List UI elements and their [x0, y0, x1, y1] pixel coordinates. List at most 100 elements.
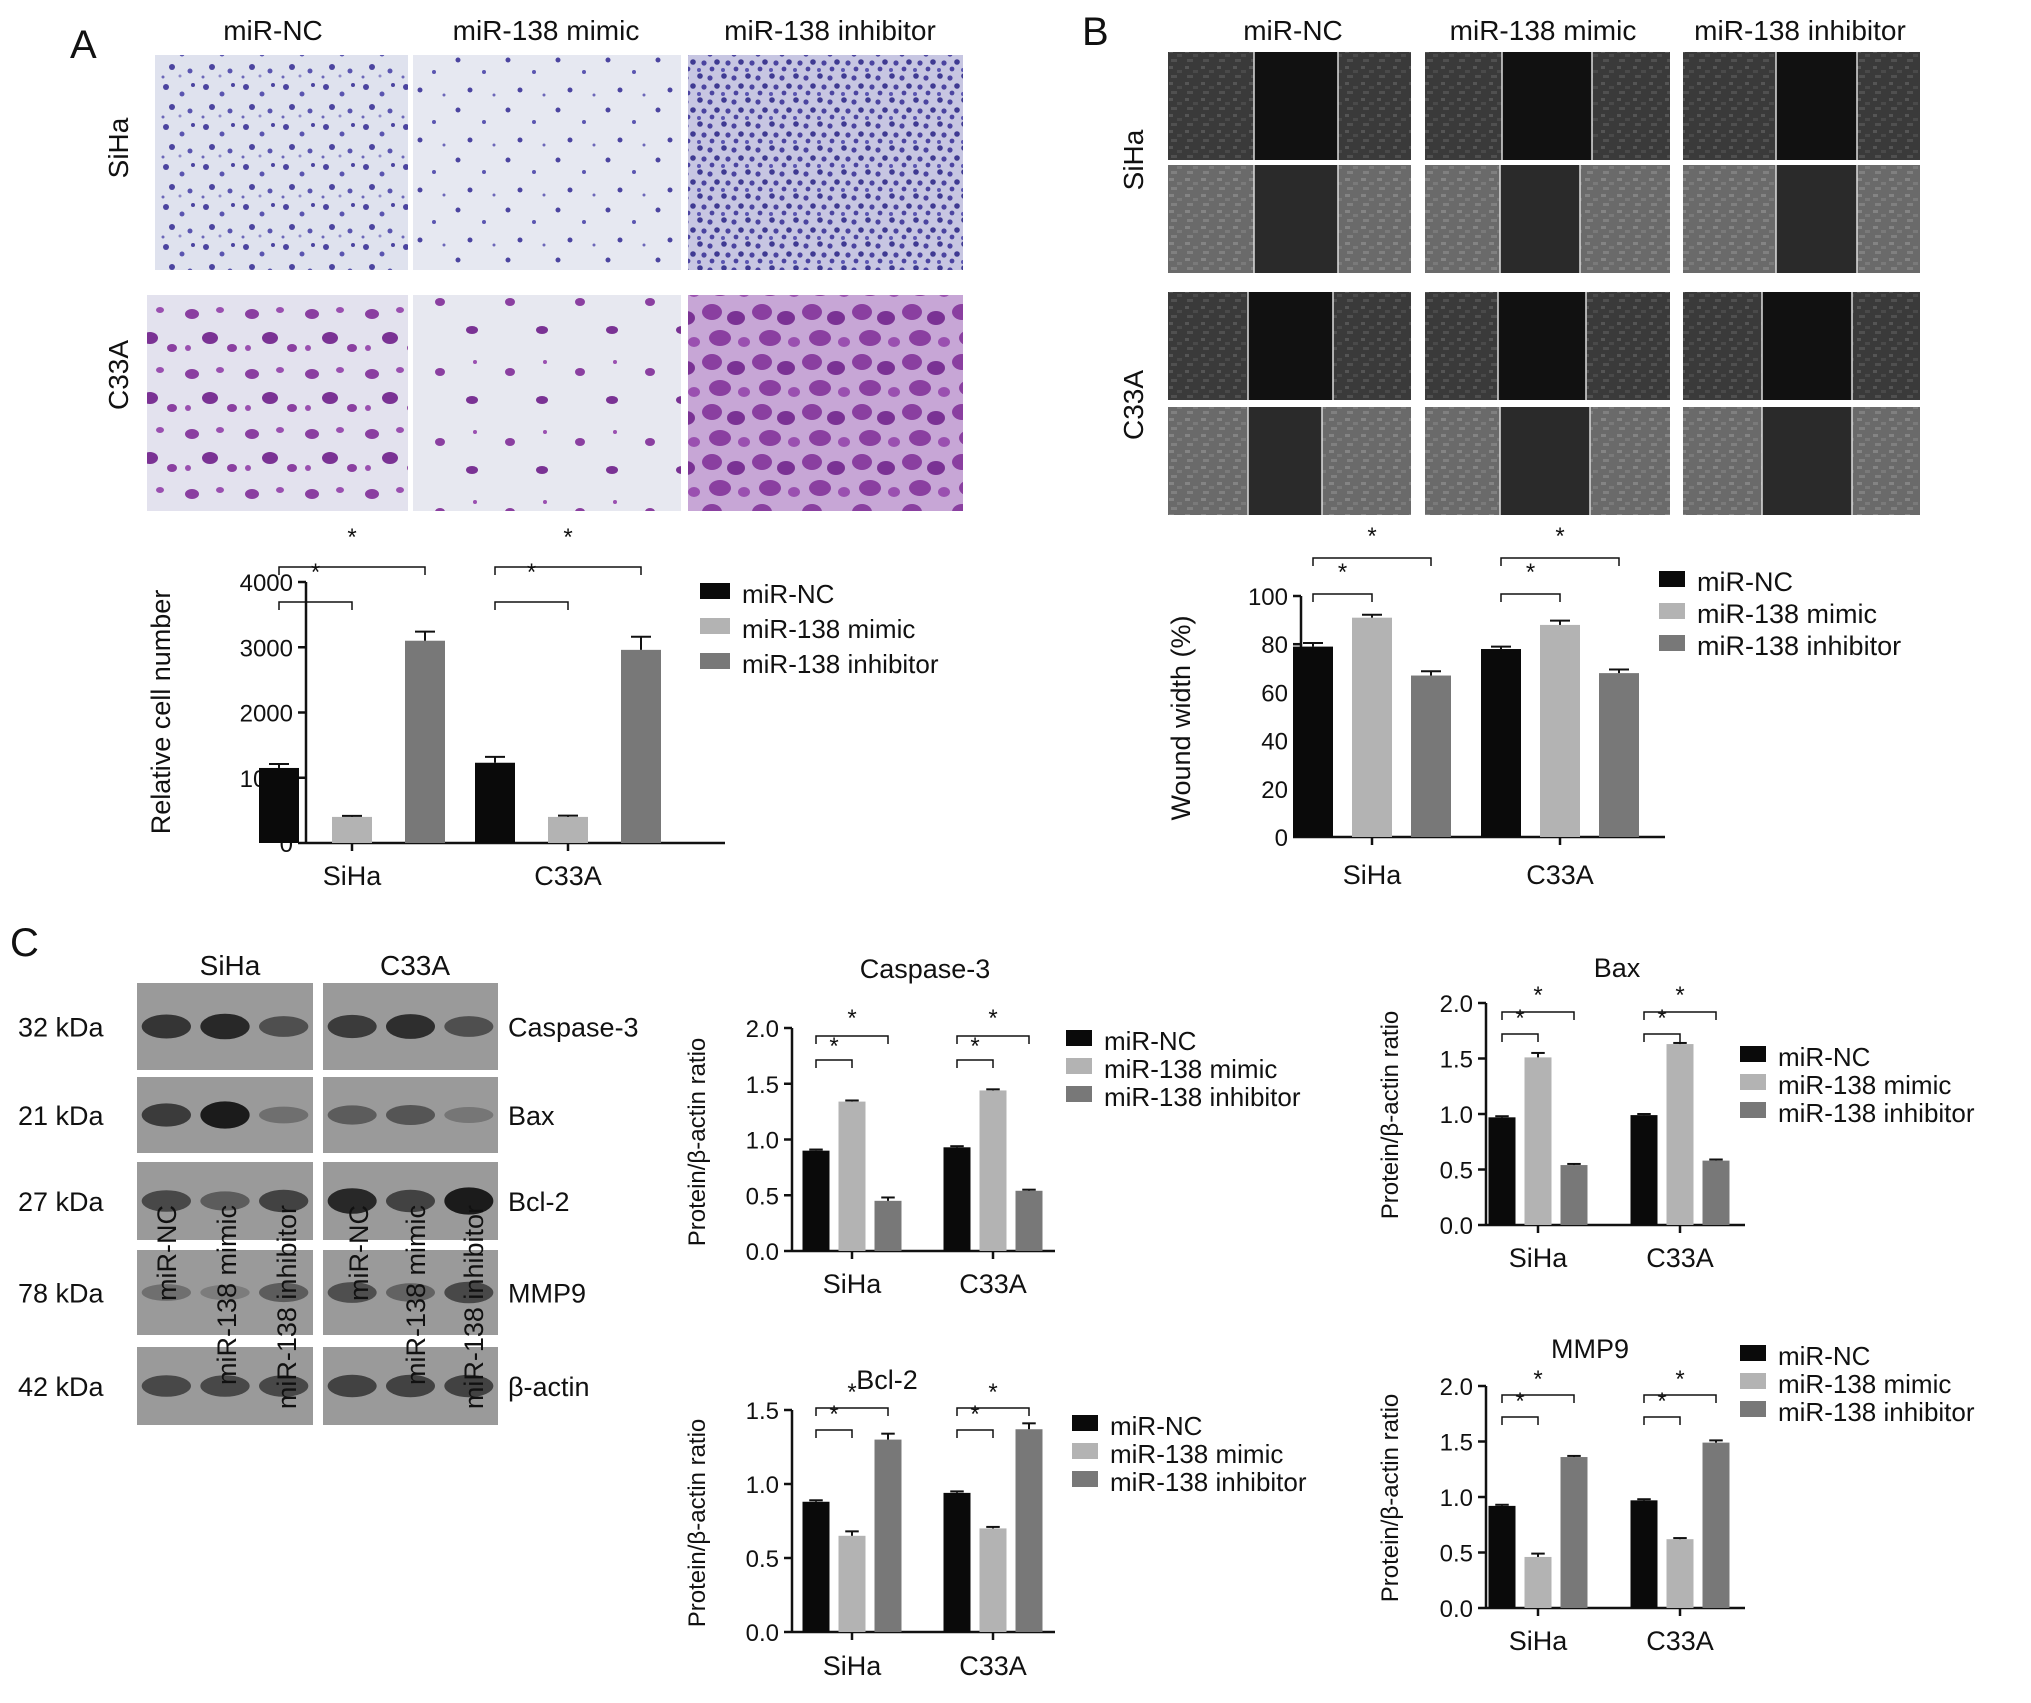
significance-bracket: [815, 1035, 889, 1044]
y-tick-label: 2000: [240, 701, 293, 728]
significance-star: *: [970, 1401, 979, 1428]
chart-title: MMP9: [1551, 1334, 1629, 1364]
wound-gap: [1254, 52, 1338, 160]
legend-swatch: [1066, 1086, 1092, 1102]
y-axis-label: Protein/β-actin ratio: [1377, 1011, 1404, 1220]
significance-star: *: [1515, 1005, 1524, 1032]
y-tick-label: 1.5: [746, 1072, 779, 1099]
micrograph-c33a-inhibitor: [688, 295, 963, 511]
significance-star: *: [829, 1401, 838, 1428]
bar: [1524, 1556, 1552, 1608]
legend-label: miR-138 inhibitor: [1778, 1098, 1975, 1128]
blot-band: [259, 1106, 309, 1124]
significance-bracket: [1500, 557, 1620, 566]
bar: [548, 816, 588, 843]
significance-bracket: [1501, 1011, 1575, 1020]
bar: [1488, 1505, 1516, 1608]
legend-label: miR-NC: [1697, 567, 1793, 597]
legend-label: miR-138 inhibitor: [742, 649, 939, 679]
significance-bracket: [494, 601, 569, 610]
x-tick-label: SiHa: [823, 1269, 883, 1299]
y-tick-label: 1.5: [746, 1398, 779, 1425]
legend-label: miR-138 mimic: [1697, 599, 1877, 629]
blot-band: [141, 1284, 191, 1301]
significance-bracket: [815, 1429, 853, 1438]
significance-bracket: [1501, 1394, 1575, 1403]
legend-swatch: [1072, 1443, 1098, 1459]
panel-b-label: B: [1082, 10, 1109, 54]
y-tick-label: 1.0: [746, 1128, 779, 1155]
bar-chart-bax: 0.0 0.5 1.0 1.5 2.0 Protein/β-actin ratio Bax S…: [1377, 953, 1975, 1273]
bar: [874, 1200, 902, 1251]
blot-protein-label: β-actin: [508, 1372, 590, 1402]
bar-chart-A: 01000200030004000Relative cell numberSiH…: [146, 524, 939, 891]
legend-label: miR-138 inhibitor: [1697, 631, 1901, 661]
significance-bracket: [278, 601, 353, 610]
blot-group-label: C33A: [380, 950, 450, 981]
blot-protein-label: Bax: [508, 1101, 555, 1131]
bar: [802, 1501, 830, 1632]
significance-star: *: [1338, 559, 1347, 586]
panel-a-col-header: miR-138 mimic: [453, 15, 640, 46]
panel-c: C SiHa C33A 32 kDa Caspase-3 21 kDa Bax 27 k…: [10, 921, 639, 1425]
legend-swatch: [700, 583, 730, 599]
lane-label: miR-NC: [344, 1205, 374, 1301]
bar-chart-mmp9: 0.0 0.5 1.0 1.5 2.0 Protein/β-actin ratio MMP9…: [1377, 1334, 1975, 1656]
panel-a: A miR-NC miR-138 mimic miR-138 inhibitor…: [70, 15, 963, 511]
x-tick-label: C33A: [959, 1269, 1027, 1299]
kda-label: 32 kDa: [18, 1013, 105, 1043]
blot-band: [141, 1190, 191, 1212]
significance-bracket: [815, 1407, 889, 1416]
lane-label: miR-138 mimic: [401, 1205, 431, 1385]
y-tick-label: 1.0: [746, 1472, 779, 1499]
panel-b-col-header: miR-138 inhibitor: [1694, 15, 1906, 46]
significance-star: *: [311, 559, 320, 586]
y-tick-label: 0.0: [1440, 1213, 1473, 1240]
micrograph-c33a-mimic: [413, 295, 681, 511]
blot-band: [141, 1014, 191, 1039]
bar: [874, 1439, 902, 1632]
x-tick-label: SiHa: [1509, 1626, 1569, 1656]
legend-swatch: [1740, 1102, 1766, 1118]
blot-protein-label: MMP9: [508, 1279, 586, 1309]
micrograph-siha-mimic: [413, 55, 681, 270]
legend-swatch: [1066, 1030, 1092, 1046]
panel-b-col-header: miR-138 mimic: [1450, 15, 1637, 46]
bar: [1599, 673, 1639, 837]
y-tick-label: 1.0: [1440, 1485, 1473, 1512]
kda-label: 27 kDa: [18, 1187, 105, 1217]
y-tick-label: 20: [1261, 777, 1288, 804]
chart-title: Caspase-3: [860, 954, 991, 984]
significance-star: *: [1526, 559, 1535, 586]
y-tick-label: 3000: [240, 635, 293, 662]
significance-star: *: [988, 1379, 997, 1406]
blot-band: [386, 1014, 435, 1039]
legend-swatch: [1659, 571, 1685, 587]
significance-bracket: [956, 1429, 994, 1438]
blot-band: [200, 1284, 250, 1301]
significance-star: *: [1657, 1388, 1666, 1415]
panel-a-label: A: [70, 23, 97, 67]
legend-label: miR-NC: [1110, 1411, 1202, 1441]
legend-label: miR-138 mimic: [1104, 1054, 1277, 1084]
y-tick-label: 0.5: [746, 1546, 779, 1573]
bar: [475, 762, 515, 843]
legend-swatch: [1740, 1401, 1766, 1417]
blot-band: [259, 1282, 309, 1303]
panel-a-row-label: C33A: [103, 340, 134, 410]
y-tick-label: 1.5: [1440, 1047, 1473, 1074]
y-tick-label: 2.0: [746, 1016, 779, 1043]
bar: [1411, 675, 1451, 837]
significance-star: *: [1657, 1005, 1666, 1032]
bar: [838, 1101, 866, 1251]
significance-bracket: [1643, 1033, 1681, 1042]
y-tick-label: 1.0: [1440, 1102, 1473, 1129]
bar: [1015, 1429, 1043, 1632]
legend-label: miR-NC: [1104, 1026, 1196, 1056]
legend-label: miR-138 mimic: [1778, 1070, 1951, 1100]
legend-label: miR-138 inhibitor: [1104, 1082, 1301, 1112]
significance-star: *: [988, 1005, 997, 1032]
blot-band: [386, 1374, 435, 1398]
blot-band: [444, 1187, 494, 1215]
